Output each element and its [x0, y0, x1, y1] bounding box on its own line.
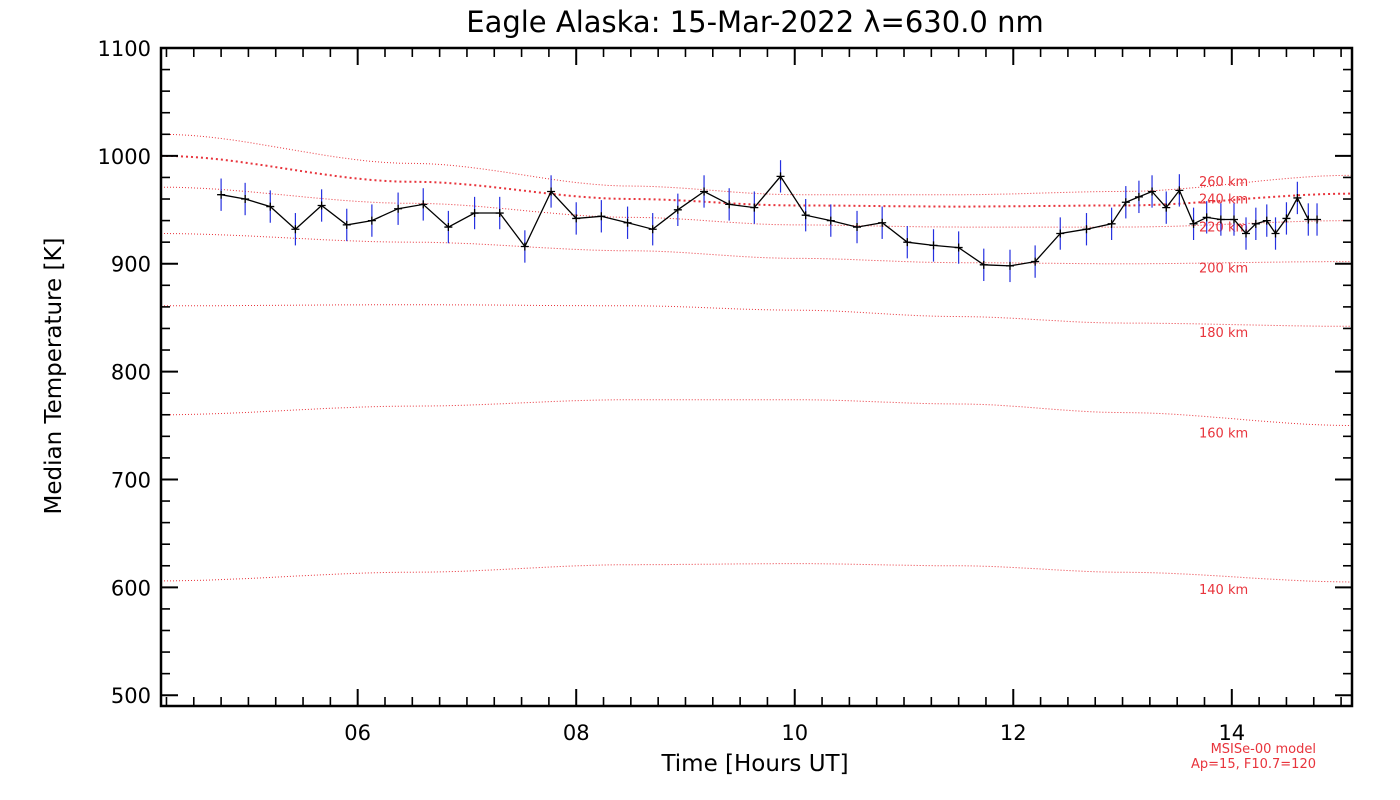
data-point — [1162, 203, 1171, 212]
data-point — [520, 242, 529, 251]
model-curve-180-km — [161, 304, 1352, 327]
data-point — [291, 225, 300, 234]
data-point — [1031, 257, 1040, 266]
x-tick-label: 08 — [563, 721, 590, 745]
data-point — [470, 209, 479, 218]
data-point — [444, 223, 453, 232]
data-point — [878, 218, 887, 227]
x-tick-label: 06 — [344, 721, 371, 745]
data-point — [673, 205, 682, 214]
y-tick-label: 900 — [111, 253, 151, 277]
y-tick-label: 1100 — [98, 37, 151, 61]
data-point — [853, 223, 862, 232]
data-point — [217, 190, 226, 199]
data-point — [1189, 219, 1198, 228]
data-point — [241, 195, 250, 204]
altitude-label-200-km: 200 km — [1199, 261, 1248, 276]
altitude-label-260-km: 260 km — [1199, 175, 1248, 190]
data-point — [1293, 193, 1302, 202]
data-point — [1006, 261, 1014, 270]
axes: 500 600 700 800 900 1000 1100 06 08 10 12 14 — [98, 37, 1354, 745]
y-tick-label: 600 — [111, 576, 151, 600]
y-tick-label: 800 — [111, 361, 151, 385]
model-curves — [160, 133, 1353, 583]
model-curve-240-km — [160, 154, 1353, 208]
data-point — [1251, 219, 1260, 228]
data-point — [1134, 192, 1143, 201]
data-point — [700, 187, 709, 196]
data-point — [1121, 198, 1130, 207]
data-point — [801, 211, 810, 220]
data-point — [725, 200, 734, 209]
data-point — [1282, 214, 1291, 223]
data-point — [547, 187, 556, 196]
error-bars — [220, 160, 1318, 283]
data-point — [1107, 219, 1116, 228]
data-point — [317, 201, 326, 210]
data-point — [750, 203, 759, 212]
data-point — [1271, 229, 1280, 238]
altitude-label-220-km: 220 km — [1199, 220, 1248, 235]
model-name-note: MSISe-00 model — [1211, 742, 1316, 757]
altitude-label-160-km: 160 km — [1199, 426, 1248, 441]
data-point — [572, 214, 581, 223]
data-point — [826, 216, 835, 225]
data-point — [367, 216, 376, 225]
data-point — [1202, 213, 1211, 222]
measurement-series — [217, 172, 1322, 270]
data-point — [648, 225, 657, 234]
x-tick-label: 10 — [781, 721, 808, 745]
data-point — [266, 202, 275, 211]
x-axis-label: Time [Hours UT] — [660, 751, 848, 777]
data-point — [394, 204, 403, 213]
model-curve-200-km — [160, 233, 1352, 265]
data-point — [954, 243, 963, 252]
data-point — [1216, 215, 1225, 224]
x-tick-label: 14 — [1218, 721, 1245, 745]
data-point — [1313, 215, 1322, 224]
data-point — [597, 212, 606, 221]
data-point — [903, 238, 912, 247]
data-point — [979, 260, 988, 269]
data-point — [623, 218, 632, 227]
data-point — [929, 241, 938, 250]
x-tick-label: 12 — [1000, 721, 1027, 745]
y-axis-label: Median Temperature [K] — [41, 238, 67, 515]
data-point — [495, 209, 504, 218]
y-tick-label: 700 — [111, 468, 151, 492]
data-point — [1056, 229, 1065, 238]
model-curve-160-km — [160, 399, 1353, 426]
data-point — [1242, 229, 1251, 238]
model-curve-220-km — [160, 186, 1353, 228]
altitude-label-240-km: 240 km — [1199, 192, 1248, 207]
data-point — [1304, 215, 1313, 224]
y-tick-label: 500 — [111, 684, 151, 708]
data-point — [776, 172, 785, 181]
data-point — [1262, 216, 1271, 225]
model-params-note: Ap=15, F10.7=120 — [1191, 757, 1316, 772]
data-point — [1148, 187, 1157, 196]
data-point — [1229, 215, 1238, 224]
altitude-labels: 260 km 240 km 220 km 200 km 180 km 160 km 140 … — [1199, 175, 1248, 598]
data-point — [342, 220, 351, 229]
data-point — [1082, 225, 1091, 234]
model-curve-260-km — [160, 133, 1353, 196]
data-point — [419, 200, 428, 209]
altitude-label-140-km: 140 km — [1199, 583, 1248, 598]
model-curve-140-km — [160, 563, 1353, 583]
altitude-label-180-km: 180 km — [1199, 326, 1248, 341]
y-tick-label: 1000 — [98, 145, 151, 169]
chart-title: Eagle Alaska: 15-Mar-2022 λ=630.0 nm — [466, 5, 1043, 39]
data-point — [1175, 186, 1184, 195]
plot-frame — [159, 46, 1354, 708]
